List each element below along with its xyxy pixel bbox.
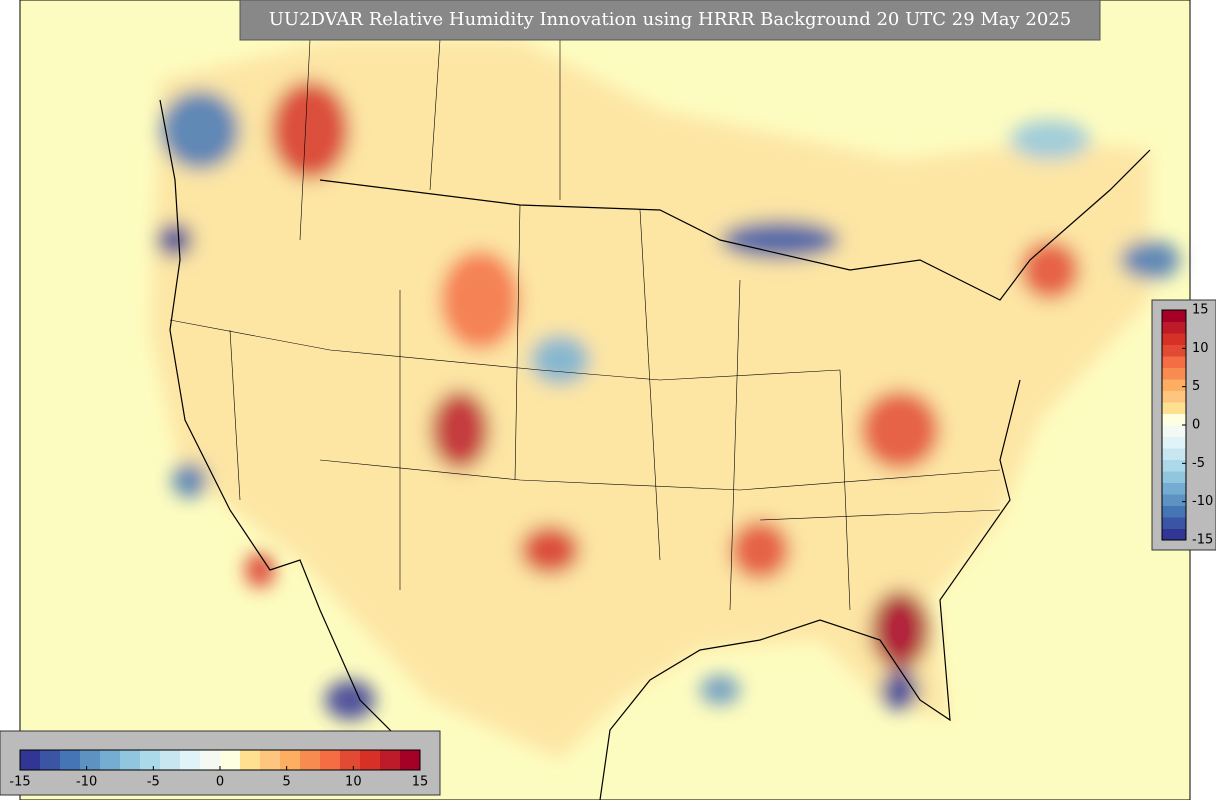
state-borders: [169, 39, 1001, 611]
colorbar-segment: [240, 750, 261, 770]
colorbar-segment: [1162, 459, 1186, 472]
colorbar-segment: [1162, 356, 1186, 368]
title-box: [239, 0, 1101, 41]
tick-label: 10: [1192, 341, 1209, 356]
tick-label: 15: [1192, 303, 1209, 318]
colorbar-segment: [20, 750, 41, 770]
colorbar-segment: [400, 750, 421, 770]
colorbar-segment: [1162, 379, 1186, 391]
colorbar-segment: [1162, 528, 1186, 541]
coastlines: [159, 99, 1151, 801]
colorbar-segment: [100, 750, 121, 770]
colorbar-segment: [1162, 517, 1186, 529]
colorbar-segment: [380, 750, 401, 770]
tick-label: 5: [1192, 379, 1200, 394]
colorbar-segment: [1162, 482, 1186, 495]
colorbar-segment: [1162, 494, 1186, 506]
tick-label: -10: [76, 775, 97, 790]
colorbar-segment: [1162, 436, 1186, 449]
colorbar-segment: [200, 750, 221, 770]
colorbar-segment: [260, 750, 281, 770]
tick-label: -5: [1192, 456, 1205, 471]
tick-label: 15: [412, 775, 429, 790]
colorbar-segment: [1162, 448, 1186, 460]
colorbar-segment: [120, 750, 141, 770]
tick-label: -5: [147, 775, 160, 790]
tick-label: 5: [283, 775, 291, 790]
colorbar-segment: [1162, 344, 1186, 357]
colorbar-segment: [140, 750, 161, 770]
tick-label: 0: [216, 775, 224, 790]
colorbar-segment: [40, 750, 61, 770]
colorbar-segment: [1162, 321, 1186, 334]
colorbar-segment: [300, 750, 321, 770]
tick-label: -10: [1192, 494, 1213, 509]
colorbar-segment: [1162, 505, 1186, 518]
map-title: UU2DVAR Relative Humidity Innovation usi…: [269, 9, 1072, 30]
colorbar-segment: [280, 750, 301, 770]
colorbar-segment: [1162, 425, 1186, 437]
colorbar-segment: [60, 750, 81, 770]
colorbar-segment: [1162, 333, 1186, 345]
colorbar-segment: [1162, 367, 1186, 380]
colorbar-segment: [340, 750, 361, 770]
colorbar-segment: [1162, 402, 1186, 414]
tick-label: 0: [1192, 418, 1200, 433]
colorbar-segment: [1162, 471, 1186, 483]
colorbar-segment: [220, 750, 241, 770]
tick-label: 10: [345, 775, 362, 790]
colorbar-segment: [1162, 390, 1186, 403]
colorbar-segment: [80, 750, 101, 770]
tick-label: -15: [9, 775, 30, 790]
colorbar-segment: [1162, 310, 1186, 322]
colorbar-segment: [180, 750, 201, 770]
colorbar-segment: [360, 750, 381, 770]
colorbar-segment: [1162, 413, 1186, 426]
tick-label: -15: [1192, 533, 1213, 548]
colorbar-segment: [160, 750, 181, 770]
colorbar-segment: [320, 750, 341, 770]
